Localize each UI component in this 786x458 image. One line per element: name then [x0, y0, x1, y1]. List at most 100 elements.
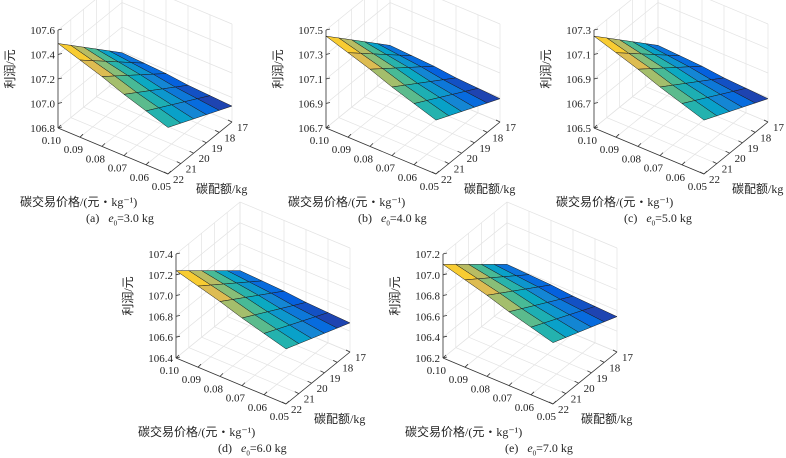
- quota-tick-mark: [333, 360, 338, 363]
- quota-tick-mark: [281, 401, 287, 405]
- grid-line-quota: [226, 212, 338, 363]
- quota-tick-mark: [345, 349, 351, 353]
- quota-tick-label: 19: [211, 143, 223, 155]
- e0-symbol: e: [527, 441, 533, 455]
- price-tick-mark: [263, 391, 268, 396]
- price-tick-label: 0.09: [449, 374, 469, 386]
- grid-line-quota: [214, 222, 325, 374]
- price-tick-mark: [435, 170, 440, 175]
- price-tick-label: 0.09: [600, 144, 620, 156]
- quota-tick-label: 20: [467, 153, 479, 165]
- surface-plot-d: 106.4 106.6 106.8 107.0 107.2 107.4 0.10 0.09 0.…: [118, 201, 386, 457]
- price-tick-label: 0.09: [64, 144, 84, 156]
- z-tick-mark: [325, 53, 331, 55]
- price-tick-mark: [167, 170, 172, 175]
- z-tick-mark: [175, 273, 181, 276]
- e0-value: =7.0 kg: [536, 441, 573, 455]
- price-tick-mark: [442, 354, 447, 359]
- price-tick-mark: [659, 152, 664, 156]
- quota-tick-mark: [600, 360, 605, 363]
- z-tick-label: 107.5: [298, 25, 323, 37]
- price-tick-label: 0.07: [226, 393, 246, 405]
- quota-tick-mark: [294, 391, 299, 394]
- quota-tick-mark: [725, 150, 730, 154]
- price-tick-label: 0.05: [537, 411, 557, 423]
- plot-e-svg: 106.2106.4106.6106.8107.0107.20.100.090.…: [388, 201, 634, 439]
- z-tick-mark: [593, 53, 599, 55]
- z-tick-label: 106.6: [148, 332, 173, 344]
- grid-line-quota: [606, 19, 717, 164]
- price-tick-mark: [530, 391, 535, 396]
- price-axis-title: 碳交易价格/(元・kg⁻¹): [20, 194, 137, 209]
- quota-tick-mark: [495, 119, 501, 123]
- price-axis-line: [175, 357, 287, 405]
- quota-tick-mark: [176, 161, 181, 164]
- z-tick-mark: [57, 77, 63, 80]
- z-tick-mark: [442, 294, 448, 296]
- z-tick-label: 106.6: [415, 311, 440, 323]
- quota-tick-mark: [470, 140, 475, 144]
- quota-tick-mark: [227, 119, 233, 123]
- surface-plot-a: 106.8 107.0 107.2 107.4 107.6 0.10 0.09 0.08 0.0…: [0, 0, 268, 232]
- surface-patch: [413, 100, 450, 121]
- price-tick-mark: [101, 143, 106, 147]
- grid-line-quota: [364, 0, 475, 144]
- z-tick-mark: [175, 315, 181, 317]
- quota-tick-mark: [699, 171, 705, 175]
- caption-c: (c) e0=5.0 kg: [624, 211, 692, 228]
- quota-tick-label: 20: [735, 153, 747, 165]
- z-tick-label: 107.6: [30, 25, 55, 37]
- quota-axis-title: 碳配额/kg: [732, 182, 783, 196]
- caption-d: (d) e0=6.0 kg: [218, 441, 287, 457]
- z-tick-label: 106.7: [566, 99, 591, 111]
- quota-tick-mark: [457, 150, 462, 154]
- price-tick-label: 0.05: [688, 181, 708, 193]
- price-tick-label: 0.05: [420, 181, 440, 193]
- price-tick-mark: [79, 133, 84, 138]
- z-tick-label: 106.4: [415, 332, 440, 344]
- quota-tick-label: 17: [622, 352, 634, 364]
- z-tick-mark: [442, 252, 448, 255]
- quota-tick-mark: [574, 380, 579, 384]
- surface-patch: [145, 107, 182, 128]
- e0-value: =5.0 kg: [655, 211, 692, 225]
- grid-line-quota: [83, 9, 194, 154]
- price-tick-label: 0.06: [666, 172, 686, 184]
- quota-tick-label: 19: [329, 373, 341, 385]
- price-tick-mark: [175, 354, 180, 359]
- price-tick-mark: [637, 143, 642, 147]
- grid-line-z: [593, 0, 769, 31]
- quota-tick-label: 17: [237, 122, 249, 134]
- caption-e: (e) e0=7.0 kg: [505, 441, 573, 457]
- price-tick-label: 0.10: [578, 135, 598, 147]
- quota-tick-label: 20: [199, 153, 211, 165]
- quota-tick-label: 21: [454, 164, 465, 176]
- price-tick-label: 0.07: [644, 163, 664, 175]
- plot-b-svg: 106.7106.9107.1107.3107.50.100.090.080.0…: [271, 0, 517, 209]
- panel-label: (a): [86, 211, 100, 225]
- price-tick-label: 0.07: [108, 163, 128, 175]
- quota-tick-mark: [483, 130, 488, 133]
- quota-axis-title: 碳配额/kg: [314, 412, 365, 426]
- price-tick-mark: [347, 133, 352, 138]
- plot-d-svg: 106.4106.6106.8107.0107.2107.40.100.090.…: [121, 201, 367, 439]
- profit-axis-title: 利润/元: [3, 49, 17, 88]
- quota-axis-line: [703, 121, 769, 175]
- quota-axis-title: 碳配额/kg: [464, 182, 515, 196]
- quota-tick-mark: [612, 349, 618, 353]
- e0-subscript: 0: [651, 219, 656, 228]
- quota-tick-label: 20: [584, 383, 596, 395]
- z-tick-label: 106.5: [566, 123, 591, 135]
- z-tick-label: 106.9: [566, 74, 591, 86]
- e0-symbol: e: [108, 211, 114, 225]
- z-tick-mark: [593, 28, 599, 31]
- e0-symbol: e: [381, 211, 387, 225]
- caption-a: (a) e0=3.0 kg: [86, 211, 154, 227]
- price-tick-label: 0.05: [152, 181, 172, 193]
- surface-patch: [263, 329, 300, 350]
- quota-tick-mark: [189, 150, 194, 154]
- quota-tick-label: 21: [304, 394, 315, 406]
- quota-tick-label: 18: [224, 132, 236, 144]
- quota-tick-label: 18: [492, 132, 504, 144]
- e0-value: =4.0 kg: [389, 211, 427, 225]
